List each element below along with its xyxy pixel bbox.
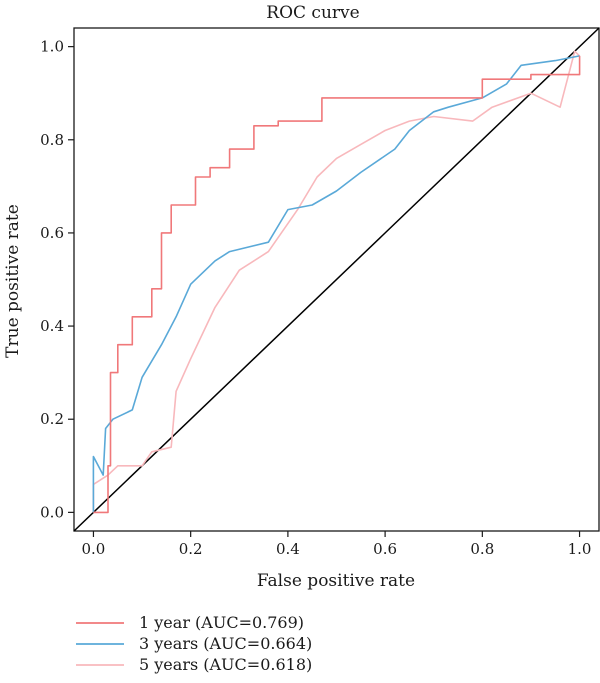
x-tick-label: 1.0 xyxy=(568,540,592,558)
x-axis-title: False positive rate xyxy=(257,571,415,591)
x-tick-label: 0.6 xyxy=(373,540,397,558)
y-tick-label: 1.0 xyxy=(40,38,64,56)
legend: 1 year (AUC=0.769) 3 years (AUC=0.664) 5 y… xyxy=(76,613,312,674)
legend-label-3: 5 years (AUC=0.618) xyxy=(139,655,312,674)
series-line-3 xyxy=(92,50,581,513)
legend-label-2: 3 years (AUC=0.664) xyxy=(139,634,312,653)
x-tick-label: 0.8 xyxy=(470,540,494,558)
y-axis: 0.0 0.2 0.4 0.6 0.8 1.0 xyxy=(40,38,74,521)
y-tick-label: 0.8 xyxy=(40,131,64,149)
legend-label-1: 1 year (AUC=0.769) xyxy=(139,613,304,632)
x-tick-label: 0.4 xyxy=(276,540,300,558)
diagonal-reference-line xyxy=(73,27,600,532)
x-tick-label: 0.2 xyxy=(179,540,203,558)
y-tick-label: 0.0 xyxy=(40,503,64,521)
y-tick-label: 0.6 xyxy=(40,224,64,242)
series-line-2 xyxy=(92,55,580,513)
plot-frame xyxy=(73,27,600,532)
x-tick-label: 0.0 xyxy=(82,540,106,558)
y-tick-label: 0.4 xyxy=(40,317,64,335)
series-layer xyxy=(92,50,581,514)
x-axis: 0.0 0.2 0.4 0.6 0.8 1.0 xyxy=(82,531,592,558)
y-tick-label: 0.2 xyxy=(40,410,64,428)
chart-title: ROC curve xyxy=(266,3,359,23)
y-axis-title: True positive rate xyxy=(3,204,23,358)
series-line-1 xyxy=(93,55,581,514)
